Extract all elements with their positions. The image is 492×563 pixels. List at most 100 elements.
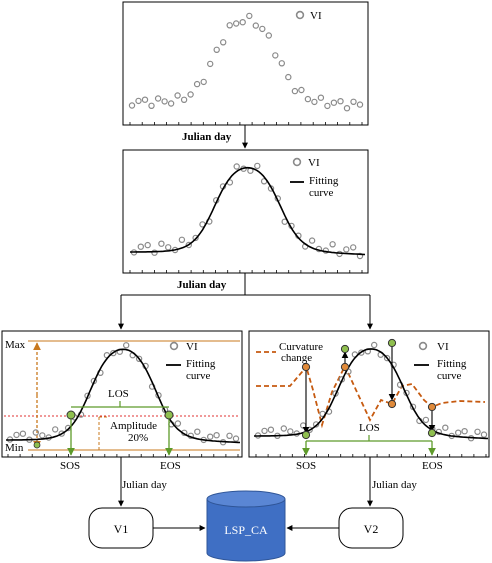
vi-point: [180, 96, 188, 104]
vi-point: [356, 101, 364, 108]
panel-3-legend-marker: [169, 341, 179, 351]
panel-4-curvature-label-1: Curvature: [279, 341, 323, 353]
panel-4-legend-fit-1: Fitting: [437, 358, 467, 370]
panel-3-amplitude-bracket: [98, 416, 108, 451]
panel-raw-vi: VI: [122, 1, 369, 126]
panel-2-legend-marker: [292, 157, 302, 167]
vi-point: [252, 22, 259, 29]
panel-4-fit-markers: [301, 338, 437, 440]
vi-point: [324, 102, 331, 110]
vi-point: [383, 354, 391, 362]
vi-point: [298, 86, 305, 94]
vi-point: [128, 102, 136, 109]
panel-1-axis-ticks: [129, 122, 363, 125]
panel-3-min-label: Min: [5, 442, 24, 454]
panel-3-los-label: LOS: [108, 388, 129, 400]
panel-3-xlabel: Julian day: [122, 479, 167, 491]
vi-point: [455, 429, 462, 436]
vi-point: [193, 80, 201, 88]
vi-point: [151, 249, 158, 256]
panel-1-xlabel: Julian day: [182, 131, 232, 143]
panel-4-xlabel: Julian day: [372, 479, 417, 491]
vi-point: [19, 430, 27, 437]
vi-point: [461, 428, 468, 435]
panel-4-legend-fit-2: curve: [437, 370, 462, 382]
vi-point: [32, 429, 40, 436]
node-v2-label: V2: [364, 522, 379, 536]
vi-point: [280, 425, 287, 432]
vi-point: [158, 240, 165, 247]
vi-point: [246, 12, 253, 20]
vi-point: [239, 19, 246, 26]
panel-fitted-curve: VI Fitting curve: [122, 149, 369, 274]
vi-point: [350, 244, 357, 251]
panel-curvature-change: Curvature change LOS VI Fitting curve: [248, 330, 490, 458]
vi-point: [312, 421, 320, 428]
vi-point: [267, 426, 275, 433]
vi-point: [13, 431, 20, 439]
panel-4-fitting-curve: [254, 348, 489, 440]
vi-point: [58, 430, 65, 437]
vi-point: [265, 32, 272, 39]
vi-point: [278, 60, 285, 67]
node-v2: V2: [338, 507, 404, 549]
vi-point: [337, 97, 344, 105]
vi-point: [141, 96, 149, 103]
vi-point: [356, 252, 364, 260]
vi-point: [422, 416, 430, 424]
vi-point: [110, 349, 117, 357]
panel-1-legend-vi: VI: [310, 10, 322, 22]
vi-point: [135, 97, 142, 105]
vi-point: [192, 234, 199, 242]
panel-3-axis-ticks: [7, 454, 239, 457]
vi-point: [287, 428, 294, 435]
vi-point: [343, 246, 350, 253]
vi-point: [232, 20, 240, 27]
panel-2-fitting-curve: [130, 166, 366, 256]
panel-4-eos-label: EOS: [422, 460, 443, 472]
vi-point: [442, 424, 449, 431]
panel-3-sos-marker: [66, 410, 76, 420]
vi-point: [213, 46, 220, 54]
panel-2-legend-fit-1: Fitting: [309, 175, 339, 187]
vi-point: [178, 236, 186, 243]
panel-2-axis-ticks: [129, 270, 363, 273]
panel-4-sos-label: SOS: [296, 460, 316, 472]
panel-1-vi-points: [128, 12, 364, 112]
vi-point: [304, 95, 312, 103]
vi-point: [254, 162, 261, 170]
branch-connector: [118, 273, 373, 330]
panel-2-xlabel: Julian day: [177, 279, 227, 291]
vi-point: [39, 432, 46, 439]
vi-point: [261, 427, 268, 435]
database-label: LSP_CA: [224, 523, 268, 537]
vi-point: [285, 73, 292, 81]
panel-4-los-label: LOS: [359, 422, 380, 434]
panel-4-curvature-label-2: change: [281, 352, 312, 364]
vi-point: [185, 241, 192, 249]
vi-point: [474, 428, 481, 435]
panel-4-axis-ticks: [255, 454, 487, 457]
vi-point: [343, 104, 351, 112]
vi-point: [174, 420, 182, 427]
panel-2-legend-fit-2: curve: [309, 187, 334, 199]
database-lsp-ca: LSP_CA: [206, 490, 286, 562]
node-v1-label: V1: [114, 522, 129, 536]
vi-point: [308, 237, 316, 244]
vi-point: [164, 244, 172, 251]
panel-3-min-left-marker: [33, 441, 41, 449]
panel-2-vi-points: [130, 162, 364, 260]
vi-point: [154, 95, 162, 102]
panel-4-legend-marker: [418, 341, 428, 351]
vi-point: [174, 92, 181, 99]
vi-point: [122, 342, 130, 349]
vi-point: [226, 432, 233, 439]
panel-2-legend-vi: VI: [308, 157, 320, 169]
panel-3-eos-label: EOS: [160, 460, 181, 472]
vi-point: [137, 243, 144, 250]
node-v1: V1: [88, 507, 154, 549]
vi-point: [187, 91, 194, 98]
vi-point: [329, 241, 336, 248]
vi-point: [144, 241, 151, 249]
